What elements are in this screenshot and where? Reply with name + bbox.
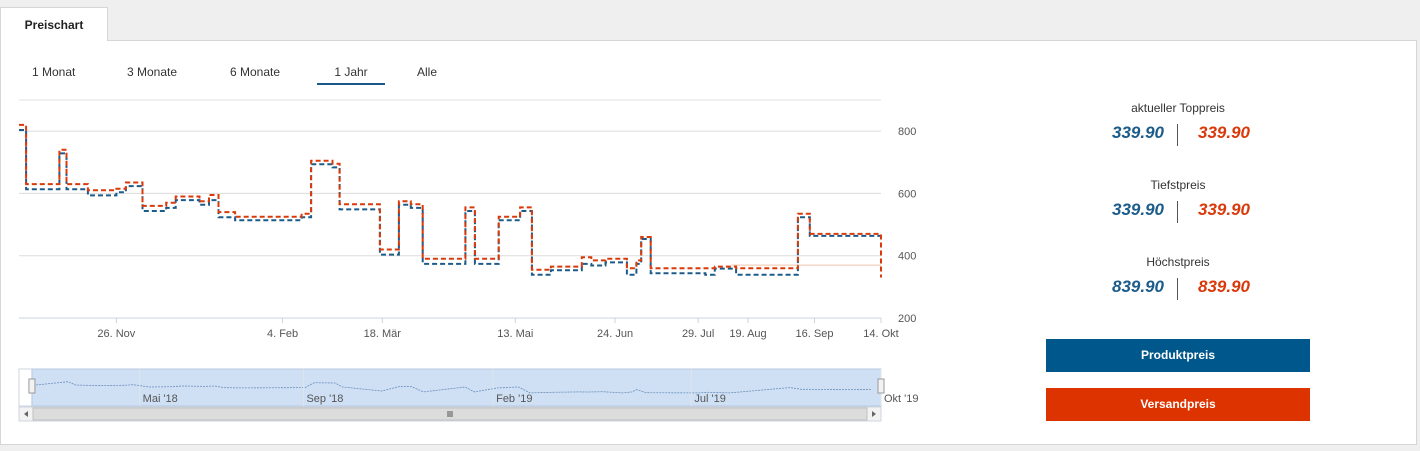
high-produkt-value: 839.90 — [1112, 277, 1164, 296]
x-tick-label: 29. Jul — [682, 328, 714, 340]
y-tick-label: 600 — [898, 188, 916, 200]
separator — [1177, 124, 1178, 146]
navigator-tick-label: Mai '18 — [143, 393, 178, 405]
navigator-series — [28, 379, 872, 394]
x-tick-label: 24. Jun — [597, 328, 633, 340]
high-price-values: 839.90 839.90 — [1046, 277, 1310, 303]
y-tick-label: 800 — [898, 126, 916, 138]
low-price-label: Tiefstpreis — [1150, 178, 1206, 192]
range-1-jahr[interactable]: 1 Jahr — [317, 65, 385, 85]
current-price-values: 339.90 339.90 — [1046, 123, 1310, 149]
tab-preischart[interactable]: Preischart — [0, 7, 108, 41]
current-produkt-value: 339.90 — [1112, 123, 1164, 142]
x-tick-label: 13. Mai — [497, 328, 533, 340]
x-tick-label: 14. Okt — [863, 328, 898, 340]
separator — [1177, 278, 1178, 300]
navigator-tick-label: Okt '19 — [884, 393, 919, 405]
range-1-monat[interactable]: 1 Monat — [32, 65, 76, 79]
current-price-label: aktueller Toppreis — [1131, 101, 1225, 115]
scroll-left-icon[interactable] — [24, 411, 28, 417]
price-chart[interactable]: 200 400 600 800 26. Nov 4. Feb 18. Mär 13. Mai 2… — [0, 95, 920, 430]
range-3-monate[interactable]: 3 Monate — [127, 65, 178, 79]
high-price-label: Höchstpreis — [1146, 255, 1210, 269]
series-line-versandpreis — [19, 123, 882, 278]
high-versand-value: 839.90 — [1198, 277, 1250, 296]
navigator-tick-label: Feb '19 — [496, 393, 532, 405]
series-line-produktpreis — [19, 129, 882, 276]
x-tick-label: 26. Nov — [97, 328, 135, 340]
range-alle[interactable]: Alle — [417, 65, 438, 79]
navigator-handle-right[interactable] — [877, 378, 885, 394]
x-tick-label: 16. Sep — [796, 328, 834, 340]
navigator-tick-label: Sep '18 — [306, 393, 343, 405]
low-produkt-value: 339.90 — [1112, 200, 1164, 219]
current-versand-value: 339.90 — [1198, 123, 1250, 142]
separator — [1177, 201, 1178, 223]
low-versand-value: 339.90 — [1198, 200, 1250, 219]
scroll-right-icon[interactable] — [872, 411, 876, 417]
produktpreis-button[interactable]: Produktpreis — [1046, 339, 1310, 372]
x-tick-label: 4. Feb — [267, 328, 298, 340]
x-tick-label: 18. Mär — [364, 328, 402, 340]
versandpreis-button[interactable]: Versandpreis — [1046, 388, 1310, 421]
x-tick-label: 19. Aug — [729, 328, 766, 340]
range-6-monate[interactable]: 6 Monate — [230, 65, 281, 79]
low-price-values: 339.90 339.90 — [1046, 200, 1310, 226]
navigator-tick-label: Jul '19 — [694, 393, 725, 405]
y-tick-label: 200 — [898, 313, 916, 325]
navigator-handle-left[interactable] — [28, 378, 36, 394]
navigator-selection[interactable] — [31, 368, 882, 407]
y-tick-label: 400 — [898, 251, 916, 263]
